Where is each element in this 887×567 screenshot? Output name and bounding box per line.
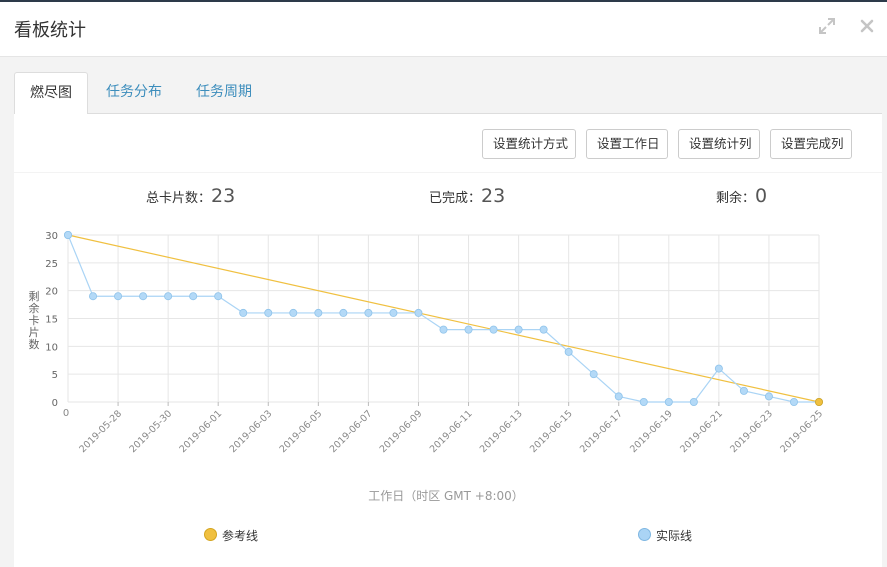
legend-reference-label: 参考线: [222, 529, 259, 543]
x-tick-label: 2019-06-21: [678, 408, 725, 455]
stat-remain-value: 0: [755, 185, 768, 207]
actual-point: [539, 325, 548, 334]
set-stat-method-button[interactable]: 设置统计方式: [482, 129, 576, 159]
actual-point: [614, 392, 623, 401]
y-tick-label: 15: [45, 315, 58, 326]
x-tick-label: 2019-06-03: [228, 408, 275, 455]
tab-task-cycle[interactable]: 任务周期: [196, 84, 252, 100]
stat-done-value: 23: [481, 185, 506, 207]
y-tick-label: 5: [52, 370, 58, 381]
x-tick-label: 2019-06-19: [628, 408, 675, 455]
stat-remain: 剩余：0: [716, 185, 767, 207]
y-axis-label-char: 剩: [29, 290, 40, 303]
actual-point: [764, 392, 773, 401]
stat-total-value: 23: [211, 185, 236, 207]
actual-point: [464, 325, 473, 334]
x-tick-label: 0: [63, 408, 69, 419]
x-axis-label: 工作日（时区 GMT +8:00）: [368, 489, 524, 503]
legend-reference-dot: [204, 528, 217, 541]
reference-start-point: [64, 230, 73, 239]
set-done-columns-button[interactable]: 设置完成列: [770, 129, 852, 159]
x-tick-label: 2019-06-25: [778, 408, 825, 455]
stat-total-label: 总卡片数：: [146, 191, 212, 206]
actual-point: [789, 397, 798, 406]
actual-point: [514, 325, 523, 334]
actual-point: [414, 308, 423, 317]
actual-point: [89, 292, 98, 301]
actual-point: [189, 292, 198, 301]
close-icon[interactable]: [857, 16, 877, 36]
actual-point: [139, 292, 148, 301]
actual-point: [264, 308, 273, 317]
y-axis-label-char: 数: [29, 338, 40, 351]
actual-point: [689, 397, 698, 406]
actual-point: [589, 370, 598, 379]
y-axis-label-char: 卡: [29, 314, 40, 327]
y-axis-label-char: 片: [29, 326, 40, 339]
x-tick-label: 2019-06-09: [378, 408, 425, 455]
actual-point: [164, 292, 173, 301]
actual-point: [714, 364, 723, 373]
actual-point: [364, 308, 373, 317]
x-tick-label: 2019-06-13: [478, 408, 525, 455]
dialog-body: 燃尽图 任务分布 任务周期 设置统计方式 设置工作日 设置统计列 设置完成列 总…: [0, 57, 887, 567]
x-tick-label: 2019-06-17: [578, 408, 625, 455]
stat-remain-label: 剩余：: [716, 191, 756, 206]
actual-point: [314, 308, 323, 317]
legend-actual-label: 实际线: [656, 529, 693, 543]
actual-point: [289, 308, 298, 317]
actual-point: [739, 386, 748, 395]
reference-end-point: [815, 397, 824, 406]
actual-point: [339, 308, 348, 317]
y-tick-label: 10: [45, 342, 58, 353]
x-tick-label: 2019-06-15: [528, 408, 575, 455]
dialog-header: 看板统计: [0, 2, 887, 57]
y-tick-label: 25: [45, 259, 58, 270]
x-tick-label: 2019-05-28: [77, 408, 124, 455]
actual-point: [639, 397, 648, 406]
y-tick-label: 20: [45, 287, 58, 298]
x-tick-label: 2019-05-30: [127, 408, 174, 455]
legend-actual-dot: [638, 528, 651, 541]
actual-point: [664, 397, 673, 406]
actual-point: [389, 308, 398, 317]
chart-panel: [14, 173, 882, 567]
actual-point: [239, 308, 248, 317]
y-tick-label: 0: [52, 398, 58, 409]
set-workday-button[interactable]: 设置工作日: [586, 129, 668, 159]
actual-point: [564, 347, 573, 356]
window-top-border: [0, 0, 887, 2]
actual-point: [214, 292, 223, 301]
tab-task-distribution[interactable]: 任务分布: [106, 84, 162, 100]
actual-point: [489, 325, 498, 334]
x-tick-label: 2019-06-07: [328, 408, 375, 455]
actual-point: [439, 325, 448, 334]
x-tick-label: 2019-06-23: [728, 408, 775, 455]
stat-done: 已完成：23: [429, 185, 505, 207]
actual-point: [114, 292, 123, 301]
stat-done-label: 已完成：: [429, 191, 482, 206]
dialog-title: 看板统计: [14, 20, 86, 41]
expand-icon[interactable]: [817, 16, 837, 36]
y-axis-label-char: 余: [29, 301, 40, 315]
x-tick-label: 2019-06-11: [428, 408, 475, 455]
set-stat-columns-button[interactable]: 设置统计列: [678, 129, 760, 159]
stat-total: 总卡片数：23: [146, 185, 235, 207]
tab-bar: 燃尽图 任务分布 任务周期: [14, 72, 882, 115]
x-tick-label: 2019-06-01: [177, 408, 224, 455]
y-tick-label: 30: [45, 231, 58, 242]
reference-line: [67, 234, 820, 403]
x-tick-label: 2019-06-05: [278, 408, 325, 455]
